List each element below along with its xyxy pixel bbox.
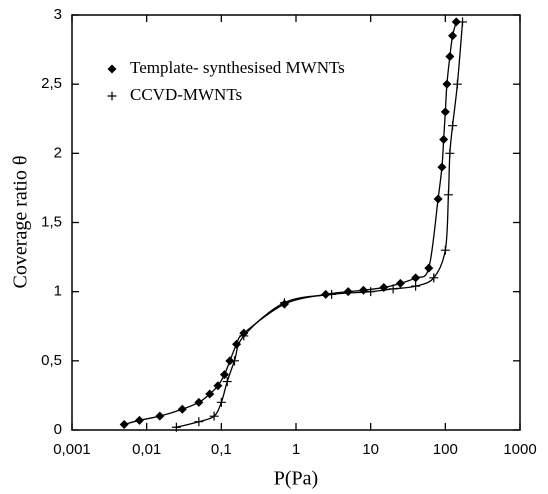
plus-marker <box>443 190 453 200</box>
diamond-marker <box>439 135 449 144</box>
plus-marker <box>171 422 181 432</box>
y-tick-label: 2 <box>54 144 62 161</box>
diamond-marker <box>107 64 117 74</box>
y-tick-label: 0,5 <box>41 352 62 369</box>
plus-marker <box>194 417 204 427</box>
plus-marker <box>458 17 468 27</box>
y-tick-label: 3 <box>54 6 62 23</box>
diamond-marker <box>411 273 421 283</box>
x-tick-label: 1 <box>292 441 300 458</box>
x-tick-label: 0,001 <box>53 441 91 458</box>
y-tick-label: 1,5 <box>41 213 62 230</box>
legend-label: CCVD-MWNTs <box>130 85 242 104</box>
plus-marker <box>327 289 337 299</box>
plus-marker <box>388 284 398 294</box>
x-tick-label: 0,01 <box>132 441 161 458</box>
diamond-marker <box>155 411 165 421</box>
diamond-marker <box>448 31 458 41</box>
x-axis-label: P(Pa) <box>274 468 318 490</box>
diamond-marker <box>442 79 452 89</box>
plus-marker <box>229 356 239 366</box>
diamond-marker <box>358 285 368 295</box>
diamond-marker <box>395 278 405 288</box>
diamond-marker <box>119 419 129 429</box>
plus-marker <box>222 377 232 387</box>
y-axis-label: Coverage ratio θ <box>10 156 32 289</box>
plus-marker <box>366 287 376 297</box>
y-tick-label: 0 <box>54 421 62 438</box>
legend-label: Template- synthesised MWNTs <box>130 58 345 77</box>
diamond-marker <box>205 389 215 399</box>
diamond-marker <box>134 415 144 425</box>
plus-marker <box>209 411 219 421</box>
plus-marker <box>445 148 455 158</box>
x-tick-label: 100 <box>433 441 458 458</box>
plus-marker <box>448 121 458 131</box>
y-tick-label: 1 <box>54 283 62 300</box>
x-tick-label: 1000 <box>503 441 536 458</box>
diamond-marker <box>433 194 443 204</box>
diamond-marker <box>343 287 353 297</box>
diamond-marker <box>451 17 461 27</box>
diamond-marker <box>219 370 229 380</box>
diamond-marker <box>177 404 187 414</box>
diamond-marker <box>440 107 450 117</box>
plus-marker <box>429 273 439 283</box>
plus-marker <box>440 245 450 255</box>
plus-marker <box>279 298 289 308</box>
plus-marker <box>107 91 117 101</box>
plot-frame <box>71 14 521 431</box>
fit-curve <box>124 21 457 426</box>
x-tick-label: 0,1 <box>211 441 232 458</box>
plus-marker <box>216 397 226 407</box>
diamond-marker <box>445 52 455 61</box>
fit-curve <box>176 21 464 428</box>
diamond-marker <box>424 263 434 273</box>
diamond-marker <box>213 381 223 391</box>
diamond-marker <box>437 162 447 172</box>
y-tick-label: 2,5 <box>41 75 62 92</box>
x-tick-label: 10 <box>362 441 379 458</box>
plus-marker <box>411 281 421 291</box>
diamond-marker <box>232 339 242 349</box>
diamond-marker <box>194 397 204 407</box>
plus-marker <box>239 331 249 341</box>
plus-marker <box>452 79 462 89</box>
diamond-marker <box>225 356 235 366</box>
